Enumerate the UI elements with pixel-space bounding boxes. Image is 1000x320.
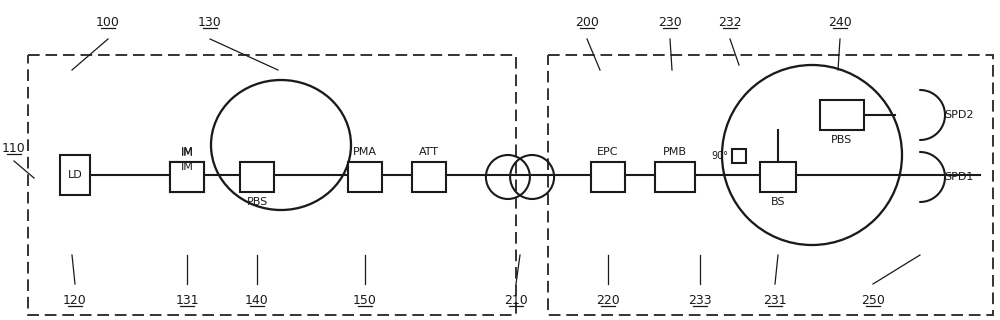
Text: 100: 100	[96, 15, 120, 28]
Bar	[60, 155, 90, 195]
Text: BS: BS	[771, 197, 785, 207]
Text: IM: IM	[181, 162, 193, 172]
Bar	[240, 162, 274, 192]
Text: PBS: PBS	[831, 135, 853, 145]
Bar	[170, 162, 204, 192]
Text: 130: 130	[198, 15, 222, 28]
Text: 233: 233	[688, 293, 712, 307]
Text: 110: 110	[2, 141, 26, 155]
Text: 240: 240	[828, 15, 852, 28]
Bar	[760, 162, 796, 192]
Text: 150: 150	[353, 293, 377, 307]
Bar	[170, 162, 204, 192]
Text: 250: 250	[861, 293, 885, 307]
Text: PBS: PBS	[246, 197, 268, 207]
Bar	[348, 162, 382, 192]
Text: 230: 230	[658, 15, 682, 28]
Text: SPD1: SPD1	[944, 172, 974, 182]
Text: ATT: ATT	[419, 147, 439, 157]
Bar	[655, 162, 695, 192]
Bar	[412, 162, 446, 192]
Text: 231: 231	[763, 293, 787, 307]
Text: 200: 200	[575, 15, 599, 28]
Text: SPD2: SPD2	[944, 110, 974, 120]
Text: 220: 220	[596, 293, 620, 307]
Text: 210: 210	[504, 293, 528, 307]
Bar	[591, 162, 625, 192]
Text: IM: IM	[181, 147, 193, 157]
Text: 120: 120	[63, 293, 87, 307]
Text: 140: 140	[245, 293, 269, 307]
Bar	[820, 100, 864, 130]
Text: IM: IM	[181, 148, 193, 158]
Text: PMA: PMA	[353, 147, 377, 157]
Text: EPC: EPC	[597, 147, 619, 157]
Text: LD: LD	[68, 170, 82, 180]
Bar	[732, 149, 746, 163]
Text: 90°: 90°	[711, 151, 728, 161]
Text: 232: 232	[718, 15, 742, 28]
Text: 131: 131	[175, 293, 199, 307]
Text: PMB: PMB	[663, 147, 687, 157]
